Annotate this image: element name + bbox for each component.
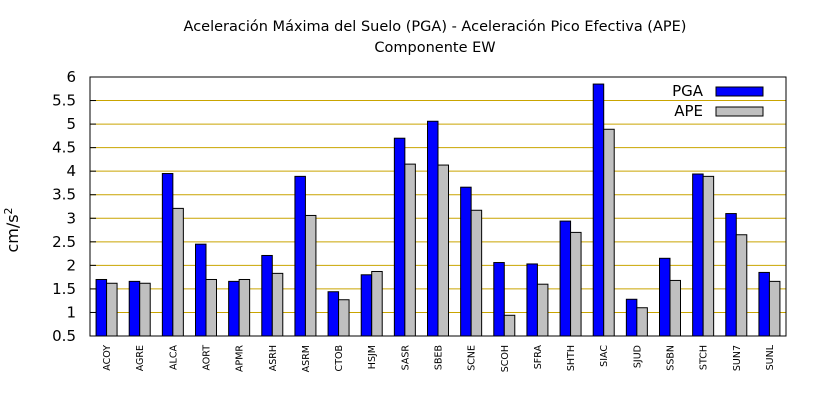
bar-pga-aort [195,243,207,337]
y-tick-label-8: 4.5 [52,139,76,157]
x-tick-label-asrm: ASRM [301,345,312,372]
x-tick-label-sfra: SFRA [533,345,544,370]
bar-pga-asrm [294,175,306,337]
x-tick-label-hsjm: HSJM [367,345,378,369]
bar-ape-scoh [503,314,516,337]
x-tick-label-apmr: APMR [235,345,246,372]
bar-pga-sjud [625,298,638,337]
x-tick-label-shth: SHTH [566,345,577,371]
bar-pga-scoh [493,262,505,337]
bar-ape-ctob [338,299,350,337]
bar-ape-sun7 [735,234,748,337]
y-tick-label-9: 5 [66,115,76,133]
bar-ape-asrm [304,214,317,337]
bar-ape-sjud [636,307,648,337]
bar-pga-asrh [261,254,273,337]
y-tick-label-11: 6 [66,68,76,86]
plot-frame [89,76,787,337]
bar-ape-sbeb [437,164,449,337]
y-axis-label-unit: cm/s [3,214,22,252]
bar-ape-sunl [768,280,781,337]
bar-pga-scne [460,186,472,337]
x-tick-label-ctob: CTOB [334,345,345,371]
bar-pga-sun7 [725,213,737,337]
x-tick-label-alca: ALCA [168,345,179,370]
bar-pga-siac [592,83,605,337]
x-tick-label-sasr: SASR [400,345,411,371]
bar-pga-sbeb [427,120,439,337]
x-tick-label-ssbn: SSBN [666,345,677,371]
bar-pga-stch [692,173,704,337]
bar-pga-acoy [95,278,108,337]
bar-ape-asrh [271,272,284,337]
x-tick-label-scne: SCNE [467,345,478,371]
bar-ape-acoy [106,282,118,337]
x-tick-label-asrh: ASRH [268,345,279,371]
legend-swatch-pga [715,86,764,97]
x-tick-label-siac: SIAC [599,345,610,367]
y-tick-label-10: 5.5 [52,92,76,110]
x-tick-label-sbeb: SBEB [434,345,445,370]
bars [95,83,781,337]
bar-pga-agre [128,280,141,337]
bar-ape-aort [205,278,217,337]
bar-ape-sfra [536,283,549,337]
y-axis-label-exponent: 2 [2,207,15,214]
legend: PGA APE [672,82,764,120]
y-tick-label-4: 2.5 [52,233,76,251]
bar-ape-hsjm [371,270,383,337]
bar-pga-alca [161,173,174,337]
x-tick-label-sunl: SUNL [765,344,776,370]
bar-ape-shth [570,231,582,337]
bar-pga-ssbn [659,257,671,337]
bar-ape-stch [702,175,715,337]
legend-label-ape: APE [674,102,703,120]
x-axis-categories: ACOY AGRE ALCA AORT APMR ASRH ASRM CTOB HSJM SASR… [102,344,776,372]
y-tick-label-3: 2 [66,256,76,274]
bar-ape-apmr [238,278,251,337]
y-tick-label-2: 1.5 [52,280,76,298]
bar-pga-sasr [393,137,406,337]
legend-swatch-ape [715,106,764,117]
bar-pga-ctob [327,291,340,337]
bar-ape-siac [603,128,615,337]
bar-pga-hsjm [360,274,373,337]
chart-subtitle: Componente EW [374,40,495,56]
x-tick-label-stch: STCH [699,345,710,370]
bar-ape-scne [470,209,483,337]
y-tick-label-7: 4 [66,162,76,180]
y-axis-label: cm/s2 [2,207,22,252]
x-tick-label-sjud: SJUD [632,345,643,368]
bar-ape-alca [172,207,184,337]
bar-pga-apmr [228,280,240,337]
y-axis-ticks: 0.5 1 1.5 2 2.5 3 3.5 4 4.5 5 5.5 6 [52,68,96,345]
y-tick-label-5: 3 [66,209,76,227]
chart-title: Aceleración Máxima del Suelo (PGA) - Ace… [184,19,687,35]
bar-pga-sfra [526,263,538,337]
bar-ape-sasr [404,163,416,337]
y-tick-label-1: 1 [66,303,76,321]
legend-label-pga: PGA [672,82,704,100]
x-tick-label-aort: AORT [202,345,213,371]
bar-ape-agre [139,282,151,337]
y-tick-label-6: 3.5 [52,186,76,204]
x-tick-label-agre: AGRE [135,345,146,371]
x-tick-label-scoh: SCOH [500,345,511,372]
bar-pga-sunl [758,271,770,337]
x-tick-label-sun7: SUN7 [732,345,743,371]
bar-ape-ssbn [669,279,681,337]
x-tick-label-acoy: ACOY [102,345,113,371]
y-tick-label-0: 0.5 [52,327,76,345]
bar-pga-shth [559,220,572,337]
